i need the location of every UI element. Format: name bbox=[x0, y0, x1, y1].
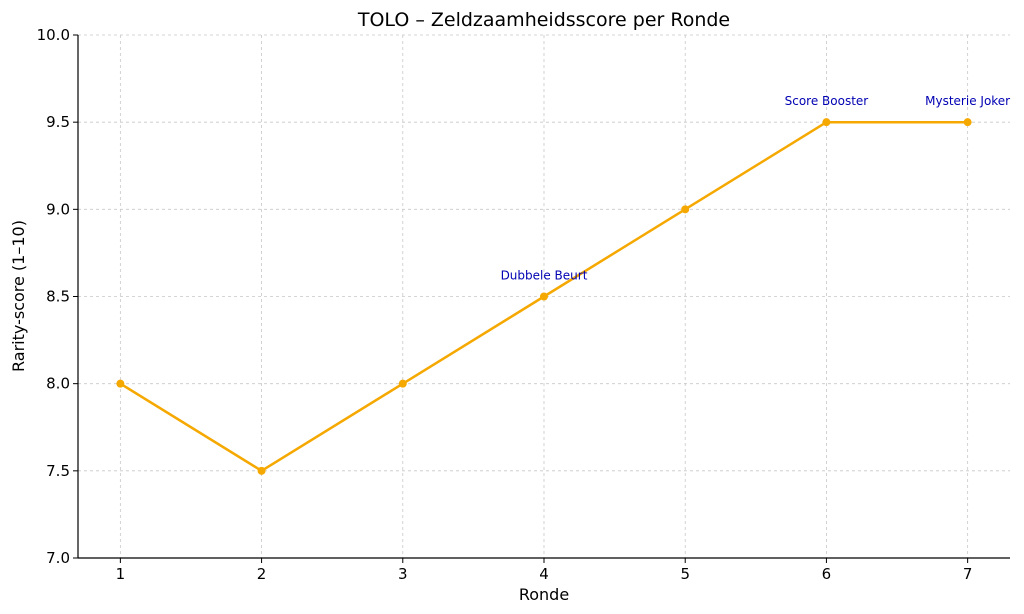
x-axis-label: Ronde bbox=[519, 585, 569, 604]
x-tick-label: 4 bbox=[539, 565, 549, 583]
y-tick-label: 8.5 bbox=[46, 288, 70, 306]
data-point bbox=[116, 379, 125, 388]
x-tick-label: 2 bbox=[257, 565, 267, 583]
x-tick-label: 5 bbox=[680, 565, 690, 583]
x-tick-label: 3 bbox=[398, 565, 408, 583]
data-point bbox=[540, 292, 548, 301]
x-tick-label: 7 bbox=[963, 565, 973, 583]
annotations-layer: Dubbele Beurt Score Booster Mysterie Joker bbox=[501, 94, 1011, 282]
data-point bbox=[822, 118, 831, 127]
y-tick-label: 7.0 bbox=[46, 549, 70, 567]
x-tick-label: 6 bbox=[822, 565, 832, 583]
data-point bbox=[398, 379, 407, 388]
y-axis-label: Rarity-score (1–10) bbox=[9, 220, 28, 372]
y-axis-ticks: 7.0 7.5 8.0 8.5 9.0 9.5 10.0 bbox=[37, 26, 78, 567]
chart-title: TOLO – Zeldzaamheidsscore per Ronde bbox=[357, 9, 730, 31]
data-point bbox=[257, 466, 266, 475]
y-tick-label: 9.0 bbox=[46, 200, 70, 218]
y-tick-label: 7.5 bbox=[46, 462, 70, 480]
annotation-label: Dubbele Beurt bbox=[501, 269, 588, 283]
x-axis-ticks: 1 2 3 4 5 6 7 bbox=[116, 558, 973, 583]
data-point bbox=[963, 118, 972, 127]
y-tick-label: 8.0 bbox=[46, 375, 70, 393]
x-tick-label: 1 bbox=[116, 565, 126, 583]
annotation-label: Score Booster bbox=[785, 94, 869, 108]
y-tick-label: 10.0 bbox=[37, 26, 70, 44]
data-point bbox=[681, 205, 690, 214]
annotation-label: Mysterie Joker bbox=[925, 94, 1010, 108]
series-layer bbox=[116, 118, 972, 475]
y-tick-label: 9.5 bbox=[46, 113, 70, 131]
